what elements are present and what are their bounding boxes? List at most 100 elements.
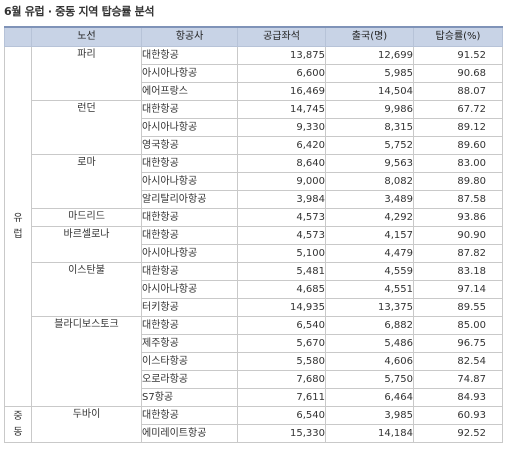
seats-cell: 4,573 — [237, 226, 326, 245]
seats-cell: 5,100 — [237, 244, 326, 263]
table-row: 중 동 두바이 대한항공 6,540 3,985 60.93 — [4, 406, 503, 443]
passengers-cell: 5,486 — [325, 334, 414, 353]
table-row: 마드리드 대한항공 4,573 4,292 93.86 — [5, 208, 503, 227]
seats-cell: 6,540 — [237, 406, 326, 425]
passengers-cell: 3,489 — [325, 190, 414, 209]
airline-cell: 아시아나항공 — [141, 244, 238, 263]
rate-cell: 74.87 — [413, 370, 503, 389]
passengers-cell: 13,375 — [325, 298, 414, 317]
seats-cell: 9,000 — [237, 172, 326, 191]
table-row: 런던 대한항공 14,745 9,986 67.72 — [5, 100, 503, 155]
rate-cell: 84.93 — [413, 388, 503, 407]
airline-cell: S7항공 — [141, 388, 238, 407]
airline-cell: 대한항공 — [141, 154, 238, 173]
seats-cell: 7,680 — [237, 370, 326, 389]
passengers-cell: 14,504 — [325, 82, 414, 101]
passengers-cell: 5,985 — [325, 64, 414, 83]
seats-cell: 3,984 — [237, 190, 326, 209]
rate-cell: 87.82 — [413, 244, 503, 263]
rate-cell: 89.80 — [413, 172, 503, 191]
header-seats: 공급좌석 — [237, 26, 326, 47]
route-cell: 로마 — [31, 154, 142, 209]
seats-cell: 5,481 — [237, 262, 326, 281]
passengers-cell: 8,315 — [325, 118, 414, 137]
seats-cell: 4,685 — [237, 280, 326, 299]
airline-cell: 이스타항공 — [141, 352, 238, 371]
passengers-cell: 3,985 — [325, 406, 414, 425]
region-label-char: 동 — [13, 426, 23, 438]
header-route: 노선 — [31, 26, 142, 47]
rate-cell: 90.90 — [413, 226, 503, 245]
table-row: 에미레이트항공 15,330 14,184 92.52 — [5, 424, 503, 443]
rate-cell: 93.86 — [413, 208, 503, 227]
seats-cell: 8,640 — [237, 154, 326, 173]
airline-cell: 대한항공 — [141, 46, 238, 65]
seats-cell: 9,330 — [237, 118, 326, 137]
seats-cell: 6,600 — [237, 64, 326, 83]
passengers-cell: 8,082 — [325, 172, 414, 191]
table-row: 유 럽 파리 대한항공 13,875 12,699 91.52 — [4, 46, 503, 407]
airline-cell: 영국항공 — [141, 136, 238, 155]
rate-cell: 83.18 — [413, 262, 503, 281]
airline-cell: 대한항공 — [141, 262, 238, 281]
airline-cell: 알리탈리아항공 — [141, 190, 238, 209]
region-label-char: 중 — [13, 410, 23, 422]
airline-cell: 아시아나항공 — [141, 280, 238, 299]
passengers-cell: 5,752 — [325, 136, 414, 155]
rate-cell: 87.58 — [413, 190, 503, 209]
table-row: 아시아나항공 4,685 4,551 97.14 — [5, 280, 503, 299]
airline-cell: 제주항공 — [141, 334, 238, 353]
table-row: 오로라항공 7,680 5,750 74.87 — [5, 370, 503, 389]
table-row: 로마 대한항공 8,640 9,563 83.00 — [5, 154, 503, 209]
table-row: 알리탈리아항공 3,984 3,489 87.58 — [5, 190, 503, 209]
table-row: 아시아나항공 6,600 5,985 90.68 — [5, 64, 503, 83]
table-row: 바르셀로나 대한항공 4,573 4,157 90.90 — [5, 226, 503, 263]
seats-cell: 14,745 — [237, 100, 326, 119]
airline-cell: 터키항공 — [141, 298, 238, 317]
passengers-cell: 5,750 — [325, 370, 414, 389]
table-row: 제주항공 5,670 5,486 96.75 — [5, 334, 503, 353]
passengers-cell: 9,563 — [325, 154, 414, 173]
seats-cell: 7,611 — [237, 388, 326, 407]
rate-cell: 67.72 — [413, 100, 503, 119]
passengers-cell: 4,292 — [325, 208, 414, 227]
seats-cell: 6,420 — [237, 136, 326, 155]
table-row: 터키항공 14,935 13,375 89.55 — [5, 298, 503, 317]
airline-cell: 대한항공 — [141, 100, 238, 119]
rate-cell: 89.12 — [413, 118, 503, 137]
passengers-cell: 4,551 — [325, 280, 414, 299]
passengers-cell: 14,184 — [325, 424, 414, 443]
rate-cell: 83.00 — [413, 154, 503, 173]
passengers-cell: 4,157 — [325, 226, 414, 245]
rate-cell: 90.68 — [413, 64, 503, 83]
seats-cell: 13,875 — [237, 46, 326, 65]
route-cell: 두바이 — [31, 406, 142, 443]
passengers-cell: 4,606 — [325, 352, 414, 371]
rate-cell: 89.60 — [413, 136, 503, 155]
rate-cell: 96.75 — [413, 334, 503, 353]
seats-cell: 4,573 — [237, 208, 326, 227]
table-row: 블라디보스토크 대한항공 6,540 6,882 85.00 — [5, 316, 503, 407]
seats-cell: 16,469 — [237, 82, 326, 101]
route-cell: 바르셀로나 — [31, 226, 142, 263]
route-cell: 이스탄불 — [31, 262, 142, 317]
seats-cell: 14,935 — [237, 298, 326, 317]
passengers-cell: 12,699 — [325, 46, 414, 65]
header-region — [4, 26, 32, 47]
airline-cell: 대한항공 — [141, 406, 238, 425]
airline-cell: 아시아나항공 — [141, 118, 238, 137]
passengers-cell: 6,464 — [325, 388, 414, 407]
region-label-char: 유 — [13, 212, 23, 224]
airline-cell: 아시아나항공 — [141, 64, 238, 83]
header-passengers: 출국(명) — [325, 26, 414, 47]
page-title: 6월 유럽 · 중동 지역 탑승률 분석 — [4, 5, 155, 18]
airline-cell: 대한항공 — [141, 316, 238, 335]
airline-cell: 에미레이트항공 — [141, 424, 238, 443]
table-header-row: 노선 항공사 공급좌석 출국(명) 탑승률(%) — [4, 26, 503, 47]
rate-cell: 97.14 — [413, 280, 503, 299]
rate-cell: 91.52 — [413, 46, 503, 65]
seats-cell: 5,670 — [237, 334, 326, 353]
rate-cell: 60.93 — [413, 406, 503, 425]
